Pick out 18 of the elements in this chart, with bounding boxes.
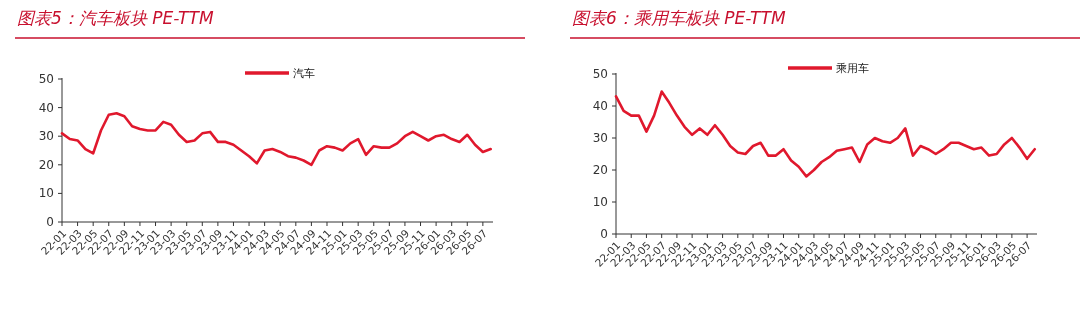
y-tick-label: 10 <box>592 195 608 209</box>
y-tick-label: 0 <box>600 227 608 241</box>
y-tick-label: 20 <box>592 163 608 177</box>
y-tick-label: 40 <box>592 99 608 113</box>
y-tick-label: 40 <box>38 100 54 115</box>
y-tick-label: 0 <box>46 215 54 229</box>
chart-title: 图表5：汽车板块 PE-TTM <box>17 8 214 28</box>
line-series <box>614 90 1037 178</box>
chart-title: 图表6：乘用车板块 PE-TTM <box>572 8 786 28</box>
line-series <box>60 112 492 167</box>
y-tick-label: 50 <box>38 72 54 86</box>
y-tick-label: 30 <box>38 129 54 144</box>
legend-label: 汽车 <box>293 67 315 80</box>
y-tick-label: 50 <box>592 67 608 81</box>
y-tick-label: 10 <box>38 186 54 201</box>
y-tick-label: 20 <box>38 157 54 172</box>
y-tick-label: 30 <box>592 131 608 145</box>
legend-label: 乘用车 <box>836 62 869 75</box>
